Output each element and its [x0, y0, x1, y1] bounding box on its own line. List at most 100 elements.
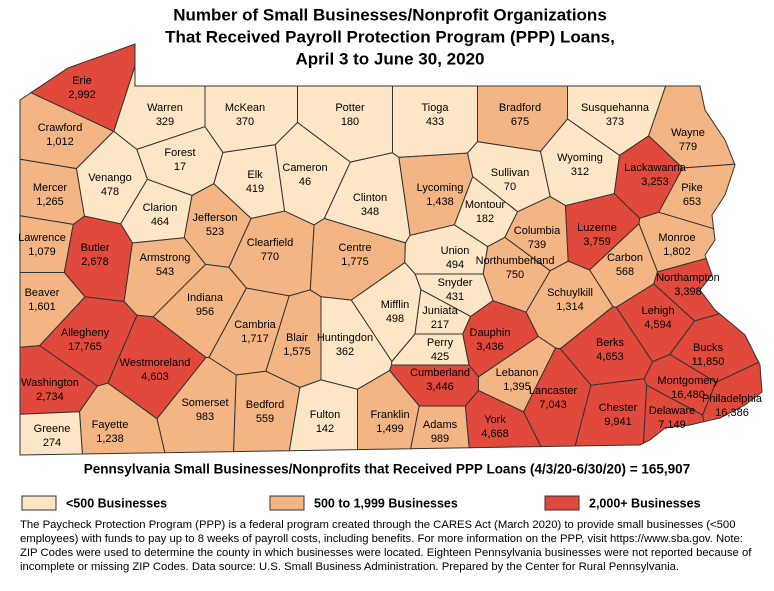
county-value: 478	[101, 186, 119, 198]
legend-swatch	[544, 495, 580, 511]
county-value: 4,603	[141, 371, 169, 383]
county-value: 142	[316, 423, 334, 435]
county-name: Luzerne	[577, 222, 617, 234]
county-name: Pike	[681, 182, 702, 194]
county-value: 362	[336, 346, 354, 358]
county-name: Warren	[147, 102, 183, 114]
county-value: 431	[446, 291, 464, 303]
legend-swatch	[269, 495, 305, 511]
county-name: Clarion	[143, 202, 178, 214]
county-name: Lebanon	[496, 367, 539, 379]
county-value: 1,802	[663, 246, 691, 258]
note: The Paycheck Protection Program (PPP) is…	[20, 519, 752, 573]
county-value: 3,436	[476, 341, 504, 353]
county-name: Beaver	[25, 287, 60, 299]
county-name: Lackawanna	[624, 162, 687, 174]
county-name: Armstrong	[140, 252, 191, 264]
county-value: 675	[511, 116, 529, 128]
county-name: Franklin	[370, 409, 409, 421]
county-value: 7,043	[539, 399, 567, 411]
county-name: Cameron	[282, 162, 327, 174]
county-value: 750	[506, 269, 524, 281]
county-name: Blair	[286, 332, 308, 344]
county	[19, 411, 83, 456]
county-name: Cumberland	[410, 367, 470, 379]
county-value: 16,386	[715, 407, 749, 419]
county-value: 464	[151, 216, 169, 228]
county-name: Bradford	[499, 102, 541, 114]
county-name: Columbia	[514, 225, 561, 237]
county-name: Clinton	[353, 192, 387, 204]
county-value: 217	[431, 319, 449, 331]
county-value: 2,678	[81, 256, 109, 268]
title-line: April 3 to June 30, 2020	[296, 49, 485, 68]
county-value: 425	[431, 351, 449, 363]
county-name: Sullivan	[491, 167, 530, 179]
county-value: 274	[43, 437, 61, 449]
county-name: Northumberland	[476, 255, 555, 267]
county-name: Berks	[596, 337, 625, 349]
county-value: 373	[606, 116, 624, 128]
county-name: Wayne	[671, 127, 705, 139]
legend-label: 2,000+ Businesses	[589, 496, 701, 510]
county-value: 3,253	[641, 176, 669, 188]
county	[19, 215, 74, 273]
county-value: 1,079	[28, 246, 56, 258]
county-name: Bucks	[693, 342, 723, 354]
county-value: 1,314	[556, 301, 584, 313]
county-value: 2,734	[36, 391, 64, 403]
county-name: Susquehanna	[581, 102, 650, 114]
county-value: 494	[446, 259, 464, 271]
county-name: Fulton	[310, 409, 341, 421]
county-value: 180	[341, 116, 359, 128]
county-value: 16,480	[671, 389, 705, 401]
county-name: Erie	[72, 75, 92, 87]
county-value: 739	[528, 239, 546, 251]
county-value: 11,850	[692, 356, 725, 368]
county-value: 3,446	[426, 381, 454, 393]
county-value: 1,238	[96, 433, 124, 445]
county-value: 2,992	[68, 89, 96, 101]
county	[658, 163, 736, 230]
county-value: 4,668	[481, 428, 509, 440]
county-value: 1,775	[341, 256, 369, 268]
county-value: 17,765	[68, 341, 102, 353]
county-name: Forest	[164, 147, 195, 159]
county-value: 1,395	[503, 381, 531, 393]
county-name: Philadelphia	[702, 393, 763, 405]
county-value: 559	[256, 413, 274, 425]
county-name: Lehigh	[641, 305, 674, 317]
county-name: Huntingdon	[317, 332, 373, 344]
county-name: Snyder	[438, 277, 473, 289]
county-value: 17	[174, 161, 186, 173]
county-name: Tioga	[421, 102, 449, 114]
counties	[19, 43, 763, 456]
county-value: 3,398	[674, 286, 702, 298]
county-name: Adams	[423, 419, 458, 431]
county-name: Mercer	[33, 182, 68, 194]
county-value: 568	[616, 266, 634, 278]
county-value: 1,575	[283, 346, 311, 358]
county-value: 1,438	[426, 196, 454, 208]
county-value: 9,941	[604, 416, 632, 428]
county-name: York	[484, 414, 506, 426]
county-name: Jefferson	[192, 212, 237, 224]
county-name: Union	[441, 245, 470, 257]
county-value: 312	[571, 166, 589, 178]
county-value: 182	[476, 213, 494, 225]
legend-label: <500 Businesses	[66, 496, 167, 510]
county-name: Butler	[81, 242, 110, 254]
county-name: Northampton	[656, 272, 720, 284]
county-value: 4,594	[644, 319, 672, 331]
county-name: Lawrence	[18, 232, 66, 244]
county-name: Allegheny	[61, 327, 110, 339]
county-name: Dauphin	[470, 327, 511, 339]
county-name: Elk	[247, 169, 263, 181]
legend-swatch	[21, 495, 57, 511]
county-name: Schuylkill	[547, 287, 593, 299]
county-name: Wyoming	[557, 152, 603, 164]
county-name: Chester	[599, 402, 638, 414]
county-value: 523	[206, 226, 224, 238]
county-value: 1,717	[241, 333, 269, 345]
county-value: 4,653	[596, 351, 624, 363]
